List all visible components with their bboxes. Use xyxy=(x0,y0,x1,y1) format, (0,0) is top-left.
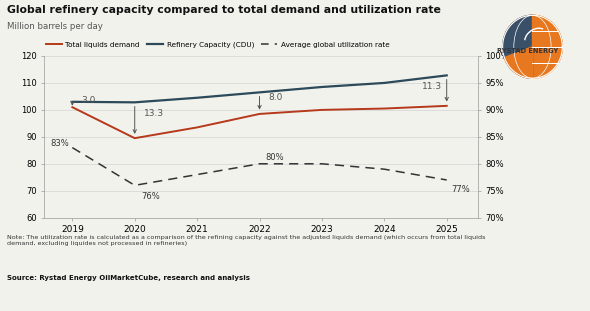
Text: 83%: 83% xyxy=(51,139,69,148)
Text: Note: The utilization rate is calculated as a comparison of the refining capacit: Note: The utilization rate is calculated… xyxy=(7,235,486,246)
Wedge shape xyxy=(504,47,532,78)
Text: 8.0: 8.0 xyxy=(269,93,283,102)
Text: RYSTAD ENERGY: RYSTAD ENERGY xyxy=(497,48,559,54)
Wedge shape xyxy=(532,15,562,63)
Text: 3.0: 3.0 xyxy=(81,96,96,105)
Text: 77%: 77% xyxy=(452,185,470,194)
Wedge shape xyxy=(503,15,532,78)
Text: 76%: 76% xyxy=(141,192,160,201)
Legend: Total liquids demand, Refinery Capacity (CDU), Average global utilization rate: Total liquids demand, Refinery Capacity … xyxy=(43,39,392,51)
Text: Million barrels per day: Million barrels per day xyxy=(7,22,103,31)
Text: Global refinery capacity compared to total demand and utilization rate: Global refinery capacity compared to tot… xyxy=(7,5,441,15)
Text: 80%: 80% xyxy=(266,153,284,162)
Text: 11.3: 11.3 xyxy=(422,82,442,91)
Text: Source: Rystad Energy OilMarketCube, research and analysis: Source: Rystad Energy OilMarketCube, res… xyxy=(7,275,250,281)
Circle shape xyxy=(503,15,562,78)
Text: 13.3: 13.3 xyxy=(144,109,164,118)
